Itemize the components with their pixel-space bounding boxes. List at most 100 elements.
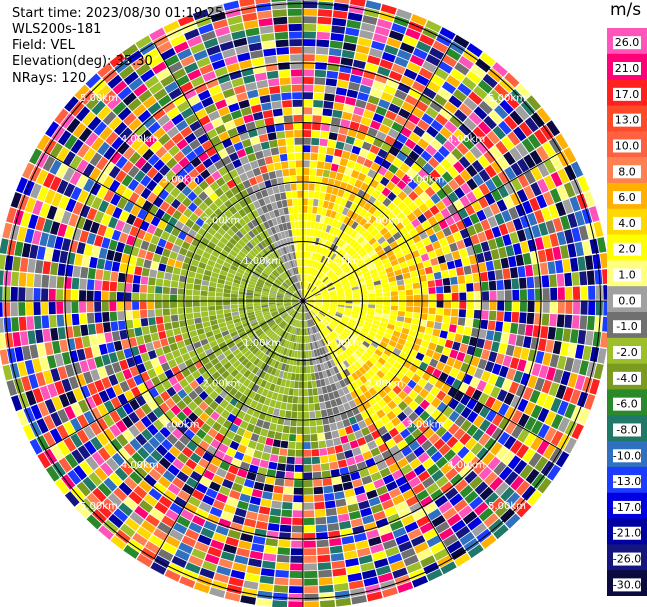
velocity-gate bbox=[344, 550, 358, 560]
velocity-gate bbox=[330, 321, 337, 328]
velocity-gate bbox=[187, 35, 203, 48]
velocity-gate bbox=[297, 320, 300, 328]
velocity-gate bbox=[146, 411, 158, 423]
velocity-gate bbox=[491, 226, 502, 238]
velocity-gate bbox=[426, 535, 442, 548]
velocity-gate bbox=[275, 169, 283, 178]
velocity-gate bbox=[478, 466, 492, 481]
velocity-gate bbox=[266, 203, 273, 212]
velocity-gate bbox=[298, 396, 303, 404]
velocity-gate bbox=[510, 177, 523, 192]
velocity-gate bbox=[311, 380, 317, 388]
velocity-gate bbox=[209, 52, 224, 63]
velocity-gate bbox=[195, 375, 205, 385]
velocity-gate bbox=[117, 141, 130, 155]
velocity-gate bbox=[365, 0, 382, 11]
velocity-gate bbox=[187, 191, 198, 202]
velocity-gate bbox=[417, 325, 426, 333]
velocity-gate bbox=[261, 306, 269, 310]
velocity-gate bbox=[148, 534, 165, 548]
velocity-gate bbox=[219, 193, 229, 203]
velocity-gate bbox=[408, 87, 422, 100]
velocity-gate bbox=[480, 241, 490, 252]
velocity-gate bbox=[336, 506, 348, 515]
velocity-gate bbox=[349, 238, 357, 247]
velocity-gate bbox=[76, 481, 91, 497]
velocity-gate bbox=[471, 327, 480, 338]
velocity-gate bbox=[427, 508, 442, 521]
velocity-gate bbox=[332, 406, 340, 415]
velocity-gate bbox=[67, 469, 82, 485]
velocity-gate bbox=[281, 433, 289, 441]
velocity-gate bbox=[443, 140, 456, 153]
velocity-gate bbox=[526, 95, 542, 111]
velocity-gate bbox=[483, 383, 494, 395]
velocity-gate bbox=[294, 327, 298, 335]
velocity-gate bbox=[104, 442, 117, 457]
velocity-gate bbox=[349, 510, 361, 520]
velocity-gate bbox=[336, 288, 344, 292]
velocity-gate bbox=[281, 199, 288, 208]
velocity-gate bbox=[26, 273, 35, 287]
velocity-gate bbox=[47, 355, 57, 369]
velocity-gate bbox=[362, 340, 370, 348]
velocity-gate bbox=[191, 259, 200, 267]
velocity-gate bbox=[365, 278, 373, 284]
velocity-gate bbox=[207, 335, 216, 343]
velocity-gate bbox=[388, 146, 400, 157]
velocity-gate bbox=[494, 481, 509, 497]
velocity-gate bbox=[198, 23, 214, 35]
velocity-gate bbox=[290, 563, 303, 571]
velocity-gate bbox=[261, 292, 269, 296]
velocity-gate bbox=[346, 323, 354, 330]
velocity-gate bbox=[234, 321, 242, 327]
velocity-gate bbox=[160, 74, 175, 87]
velocity-gate bbox=[573, 301, 581, 315]
velocity-gate bbox=[344, 488, 356, 498]
velocity-gate bbox=[288, 288, 294, 294]
velocity-gate bbox=[75, 373, 87, 387]
velocity-gate bbox=[147, 243, 157, 253]
velocity-gate bbox=[176, 471, 189, 483]
velocity-gate bbox=[366, 282, 374, 288]
velocity-gate bbox=[339, 250, 347, 258]
velocity-gate bbox=[423, 87, 437, 100]
velocity-gate bbox=[270, 226, 277, 235]
velocity-gate bbox=[546, 464, 561, 481]
velocity-gate bbox=[209, 400, 219, 411]
velocity-gate bbox=[308, 259, 312, 267]
velocity-gate bbox=[86, 312, 95, 324]
velocity-gate bbox=[278, 146, 287, 154]
velocity-gate bbox=[404, 120, 416, 132]
velocity-gate bbox=[230, 297, 238, 301]
velocity-gate bbox=[378, 443, 389, 453]
velocity-gate bbox=[209, 281, 217, 288]
colorbar-tick-bg bbox=[613, 475, 641, 489]
velocity-gate bbox=[323, 240, 330, 248]
velocity-gate bbox=[588, 301, 596, 316]
velocity-gate bbox=[389, 445, 401, 456]
velocity-gate bbox=[250, 457, 261, 467]
velocity-gate bbox=[349, 152, 359, 162]
velocity-gate bbox=[364, 433, 374, 443]
velocity-gate bbox=[350, 283, 359, 288]
velocity-gate bbox=[477, 155, 490, 169]
velocity-gate bbox=[140, 240, 150, 251]
velocity-gate bbox=[317, 332, 322, 340]
velocity-gate bbox=[116, 292, 124, 301]
velocity-gate bbox=[327, 178, 335, 187]
velocity-gate bbox=[303, 328, 305, 336]
velocity-gate bbox=[375, 308, 383, 314]
velocity-gate bbox=[407, 379, 417, 389]
velocity-gate bbox=[487, 456, 501, 471]
velocity-gate bbox=[269, 253, 276, 261]
velocity-gate bbox=[244, 361, 253, 369]
velocity-gate bbox=[247, 330, 255, 337]
velocity-gate bbox=[214, 159, 225, 170]
velocity-gate bbox=[381, 432, 392, 443]
velocity-gate bbox=[488, 110, 503, 125]
velocity-gate bbox=[315, 214, 321, 223]
velocity-gate bbox=[314, 269, 319, 277]
velocity-gate bbox=[308, 190, 315, 199]
velocity-gate bbox=[277, 547, 290, 555]
